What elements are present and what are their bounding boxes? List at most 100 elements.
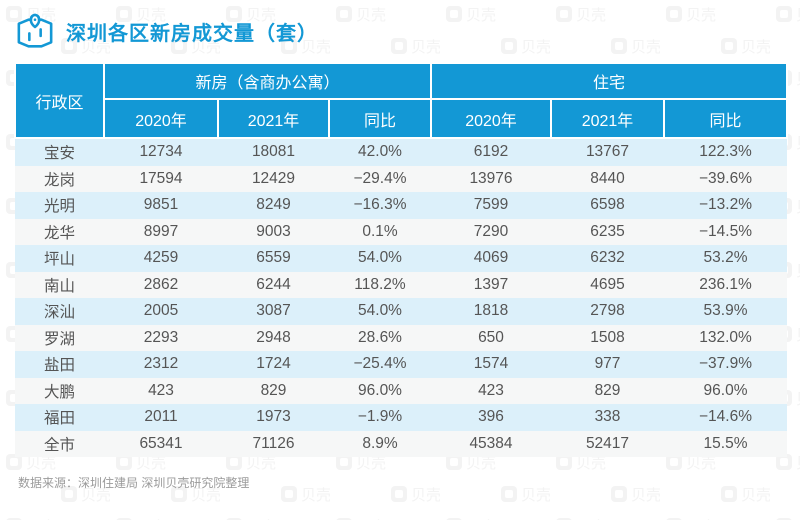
value-cell: 65341: [139, 434, 183, 452]
value-cell: 53.9%: [703, 302, 748, 320]
value-cell: 45384: [469, 434, 513, 452]
value-cell: 1508: [590, 328, 625, 346]
column-header-yoy-newhome: 同比: [328, 98, 432, 139]
value-cell: 6598: [590, 196, 625, 214]
table-row-total: 全市 65341 71126 8.9% 45384 52417 15.5%: [15, 430, 788, 457]
value-cell: 1397: [473, 275, 509, 293]
value-cell: 54.0%: [358, 302, 402, 320]
value-cell: 6559: [256, 249, 291, 267]
table-body: 宝安 12734 18081 42.0% 6192 13767 122.3% 龙…: [15, 138, 788, 457]
value-cell: 2011: [144, 408, 178, 426]
value-cell: 7599: [473, 196, 509, 214]
region-cell: 龙岗: [43, 171, 75, 189]
header-group-row: 行政区 新房（含商办公寓） 住宅: [14, 62, 789, 139]
value-cell: −29.4%: [353, 169, 407, 187]
title-bar: 深圳各区新房成交量（套）: [0, 0, 800, 60]
value-cell: 132.0%: [699, 328, 752, 346]
value-cell: −37.9%: [699, 355, 753, 373]
value-cell: −13.2%: [699, 196, 753, 214]
value-cell: 2862: [143, 275, 179, 293]
value-cell: 13976: [469, 169, 513, 187]
value-cell: 8.9%: [362, 434, 398, 452]
map-with-pin-icon: [17, 13, 53, 48]
value-cell: 1818: [473, 302, 509, 320]
region-cell: 光明: [43, 198, 75, 216]
region-cell: 南山: [43, 277, 75, 295]
data-source-note: 数据来源：深圳住建局 深圳贝壳研究院整理: [18, 476, 250, 490]
value-cell: 15.5%: [703, 434, 748, 452]
value-cell: 2798: [590, 302, 625, 320]
table-header: 行政区 新房（含商办公寓） 住宅 2020年 2021年 同比 2020年 20…: [14, 62, 789, 139]
value-cell: 2005: [143, 302, 179, 320]
column-header-region: 行政区: [14, 62, 105, 139]
region-cell: 龙华: [43, 224, 75, 242]
value-cell: 4695: [590, 275, 625, 293]
region-cell: 盐田: [43, 357, 75, 375]
region-cell: 福田: [43, 410, 75, 428]
value-cell: 53.2%: [703, 249, 748, 267]
value-cell: 829: [594, 381, 621, 399]
value-cell: 8997: [143, 222, 179, 240]
value-cell: 1724: [256, 355, 291, 373]
value-cell: 9851: [143, 196, 179, 214]
value-cell: 423: [148, 381, 174, 399]
table-row: 宝安 12734 18081 42.0% 6192 13767 122.3%: [15, 138, 788, 166]
column-header-2020-residential: 2020年: [430, 98, 552, 139]
value-cell: −16.3%: [353, 196, 407, 214]
housing-volume-table: 行政区 新房（含商办公寓） 住宅 2020年 2021年 同比 2020年 20…: [14, 62, 789, 457]
region-cell: 罗湖: [43, 330, 75, 348]
value-cell: 338: [594, 408, 621, 426]
value-cell: 2948: [256, 328, 291, 346]
table-row: 大鹏 423 829 96.0% 423 829 96.0%: [15, 377, 788, 404]
value-cell: 1574: [473, 355, 509, 373]
table-row: 坪山 4259 6559 54.0% 4069 6232 53.2%: [15, 245, 788, 272]
column-group-newhome: 新房（含商办公寓）: [103, 62, 432, 100]
value-cell: 18081: [251, 143, 296, 161]
value-cell: 17594: [139, 169, 183, 187]
value-cell: 28.6%: [358, 328, 402, 346]
table-row: 深汕 2005 3087 54.0% 1818 2798 53.9%: [15, 298, 788, 325]
infographic: 深圳各区新房成交量（套） 行政区 新房（含商办公寓） 住宅 2020年 2021…: [0, 0, 800, 490]
region-cell: 深汕: [43, 304, 75, 322]
value-cell: 6192: [473, 143, 509, 161]
value-cell: 977: [594, 355, 621, 373]
header-sub-row: 2020年 2021年 同比 2020年 2021年 同比: [15, 98, 789, 139]
value-cell: 122.3%: [699, 143, 752, 161]
column-header-yoy-residential: 同比: [662, 98, 789, 139]
value-cell: 0.1%: [362, 222, 398, 240]
table-row: 龙华 8997 9003 0.1% 7290 6235 −14.5%: [15, 218, 788, 245]
table-row: 福田 2011 1973 −1.9% 396 338 −14.6%: [15, 404, 788, 431]
column-group-residential: 住宅: [429, 62, 789, 100]
value-cell: −1.9%: [357, 408, 403, 426]
region-cell: 全市: [43, 436, 75, 454]
value-cell: 6232: [590, 249, 625, 267]
value-cell: 423: [478, 381, 504, 399]
table-row: 罗湖 2293 2948 28.6% 650 1508 132.0%: [15, 324, 788, 351]
value-cell: 650: [478, 328, 504, 346]
value-cell: 829: [260, 381, 287, 399]
page-title: 深圳各区新房成交量（套）: [66, 22, 318, 45]
value-cell: 13767: [585, 143, 630, 161]
table-row: 盐田 2312 1724 −25.4% 1574 977 −37.9%: [15, 351, 788, 378]
value-cell: −14.5%: [699, 222, 753, 240]
value-cell: −25.4%: [353, 355, 407, 373]
value-cell: 96.0%: [358, 381, 402, 399]
value-cell: 54.0%: [358, 249, 402, 267]
column-header-2021-newhome: 2021年: [217, 98, 330, 139]
value-cell: 7290: [473, 222, 509, 240]
value-cell: 118.2%: [354, 275, 406, 293]
value-cell: 1973: [256, 408, 291, 426]
table-row: 光明 9851 8249 −16.3% 7599 6598 −13.2%: [15, 192, 788, 219]
value-cell: 96.0%: [703, 381, 748, 399]
value-cell: 6235: [590, 222, 625, 240]
value-cell: 2312: [143, 355, 179, 373]
value-cell: 6244: [256, 275, 291, 293]
value-cell: 12429: [251, 169, 296, 187]
value-cell: 8440: [590, 169, 625, 187]
region-cell: 宝安: [43, 145, 75, 163]
value-cell: 12734: [139, 143, 183, 161]
value-cell: 4069: [473, 249, 509, 267]
column-header-2021-residential: 2021年: [550, 98, 665, 139]
value-cell: 4259: [143, 249, 179, 267]
value-cell: 236.1%: [699, 275, 752, 293]
